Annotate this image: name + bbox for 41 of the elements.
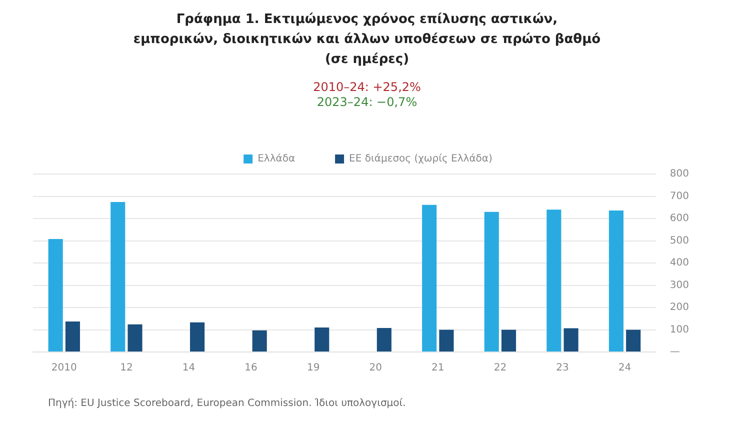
bar bbox=[65, 322, 80, 352]
y-tick-label: 700 bbox=[670, 190, 690, 202]
legend-label: ΕΕ διάμεσος (χωρίς Ελλάδα) bbox=[349, 154, 493, 165]
bar bbox=[484, 212, 499, 352]
y-tick-label: 400 bbox=[670, 258, 690, 269]
bar bbox=[422, 204, 437, 352]
x-tick-label: 23 bbox=[556, 362, 569, 374]
x-tick-label: 20 bbox=[369, 362, 382, 374]
y-tick-label: 800 bbox=[670, 168, 690, 180]
y-tick-label: — bbox=[670, 346, 680, 358]
bar bbox=[190, 322, 205, 352]
x-tick-label: 14 bbox=[182, 362, 196, 374]
x-tick-label: 12 bbox=[120, 362, 133, 374]
bar bbox=[110, 202, 126, 352]
bar bbox=[626, 330, 641, 352]
x-tick-label: 22 bbox=[494, 362, 507, 374]
y-tick-label: 600 bbox=[670, 213, 690, 224]
x-tick-label: 24 bbox=[618, 362, 632, 374]
bar bbox=[376, 328, 392, 352]
bar bbox=[501, 330, 516, 352]
y-tick-label: 100 bbox=[670, 324, 690, 336]
legend-label: Ελλάδα bbox=[258, 154, 296, 165]
chart-title: Γράφημα 1. Εκτιμώμενος χρόνος επίλυσης αστικών, εμπορικών, διοικητικών και άλλων υποθέσεων σε πρώτο βαθμό (σε ημέρες) bbox=[132, 11, 602, 69]
bar bbox=[546, 210, 562, 352]
text: 2023–24: −0,7% bbox=[316, 95, 418, 110]
y-tick-label: 500 bbox=[670, 235, 690, 246]
bar bbox=[314, 328, 330, 352]
bar bbox=[564, 328, 578, 352]
bar bbox=[608, 210, 624, 352]
text: Πηγή: EU Justice Scoreboard, European Commission. Ίδιοι υπολογισμοί. bbox=[48, 398, 407, 409]
x-tick-label: 16 bbox=[244, 362, 258, 374]
bar bbox=[128, 324, 142, 352]
y-tick-label: 200 bbox=[670, 302, 690, 314]
text: 2010–24: +25,2% bbox=[312, 80, 422, 95]
x-tick-label: 21 bbox=[432, 362, 444, 374]
bar bbox=[439, 330, 454, 352]
x-tick-label: 19 bbox=[306, 362, 320, 374]
x-tick-label: 2010 bbox=[51, 362, 77, 374]
bar bbox=[252, 330, 267, 352]
y-tick-label: 300 bbox=[670, 280, 690, 291]
bar bbox=[48, 238, 63, 352]
